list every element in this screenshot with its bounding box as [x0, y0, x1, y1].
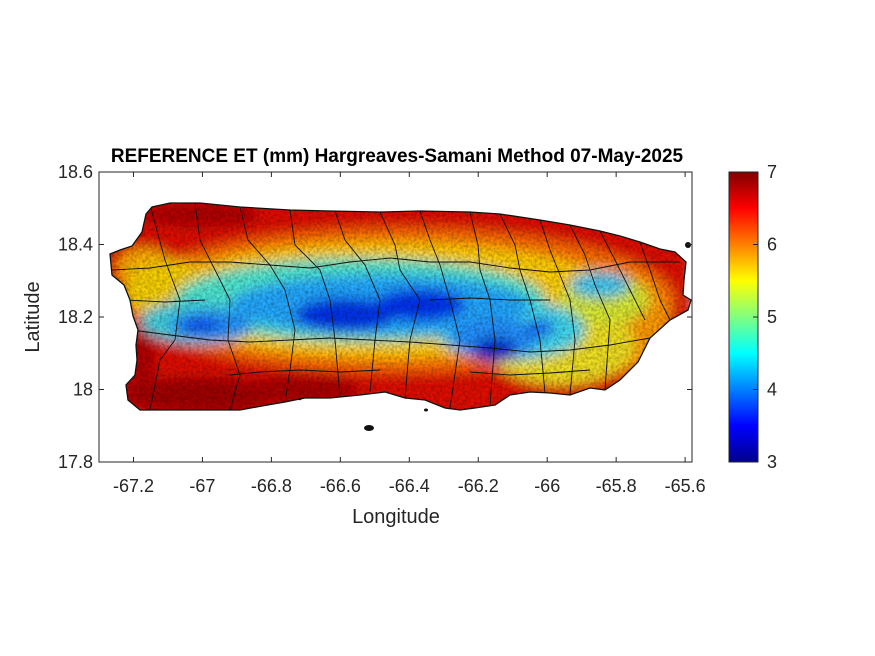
- x-tick-label: -65.6: [665, 476, 706, 496]
- municipality-boundary: [194, 203, 241, 410]
- colorbar-tick-label: 3: [767, 452, 777, 472]
- x-axis-label: Longitude: [352, 506, 440, 528]
- municipality-boundary: [229, 369, 381, 376]
- municipality-boundary: [469, 211, 496, 406]
- x-tick-label: -67: [189, 476, 215, 496]
- municipality-boundary: [569, 224, 611, 391]
- municipality-boundary: [239, 206, 296, 403]
- y-tick-label: 18: [73, 380, 93, 400]
- municipality-boundary: [419, 210, 461, 409]
- y-tick-label: 18.6: [58, 162, 93, 182]
- municipality-boundary: [149, 204, 181, 410]
- municipality-boundary: [429, 297, 550, 301]
- colorbar-tick-label: 6: [767, 235, 777, 255]
- municipality-boundary: [379, 211, 421, 399]
- municipality-boundary: [289, 209, 341, 397]
- colorbar-tick-label: 4: [767, 380, 777, 400]
- municipality-boundary: [124, 299, 206, 303]
- x-tick-label: -66.8: [251, 476, 292, 496]
- x-axis-ticks: -67.2 -67 -66.8 -66.6 -66.4 -66.2 -66 -65.8 -65.…: [113, 172, 706, 496]
- x-tick-label: -66.2: [458, 476, 499, 496]
- x-tick-label: -66.4: [389, 476, 430, 496]
- y-tick-label: 18.4: [58, 235, 93, 255]
- et-heat-field: [110, 203, 691, 410]
- island-outline: [109, 202, 692, 411]
- municipality-boundary: [469, 369, 591, 376]
- municipality-boundary: [499, 213, 546, 394]
- x-tick-label: -67.2: [113, 476, 154, 496]
- municipality-boundary: [334, 210, 381, 393]
- colorbar-tick-label: 7: [767, 162, 777, 182]
- y-tick-label: 18.2: [58, 307, 93, 327]
- municipality-boundary: [639, 241, 671, 321]
- municipality-boundary: [599, 230, 646, 321]
- y-axis-label: Latitude: [22, 281, 44, 352]
- x-tick-label: -66.6: [320, 476, 361, 496]
- colorbar-ticks: 3 4 5 6 7: [753, 162, 777, 472]
- x-tick-label: -66: [534, 476, 560, 496]
- y-tick-label: 17.8: [58, 452, 93, 472]
- y-axis-ticks: 17.8 18 18.2 18.4 18.6: [58, 162, 692, 472]
- colorbar-tick-label: 5: [767, 307, 777, 327]
- map-title: REFERENCE ET (mm) Hargreaves-Samani Meth…: [111, 146, 684, 167]
- municipality-boundary: [131, 329, 651, 353]
- municipality-boundary: [111, 257, 680, 273]
- x-tick-label: -65.8: [596, 476, 637, 496]
- municipality-boundaries: [111, 203, 680, 410]
